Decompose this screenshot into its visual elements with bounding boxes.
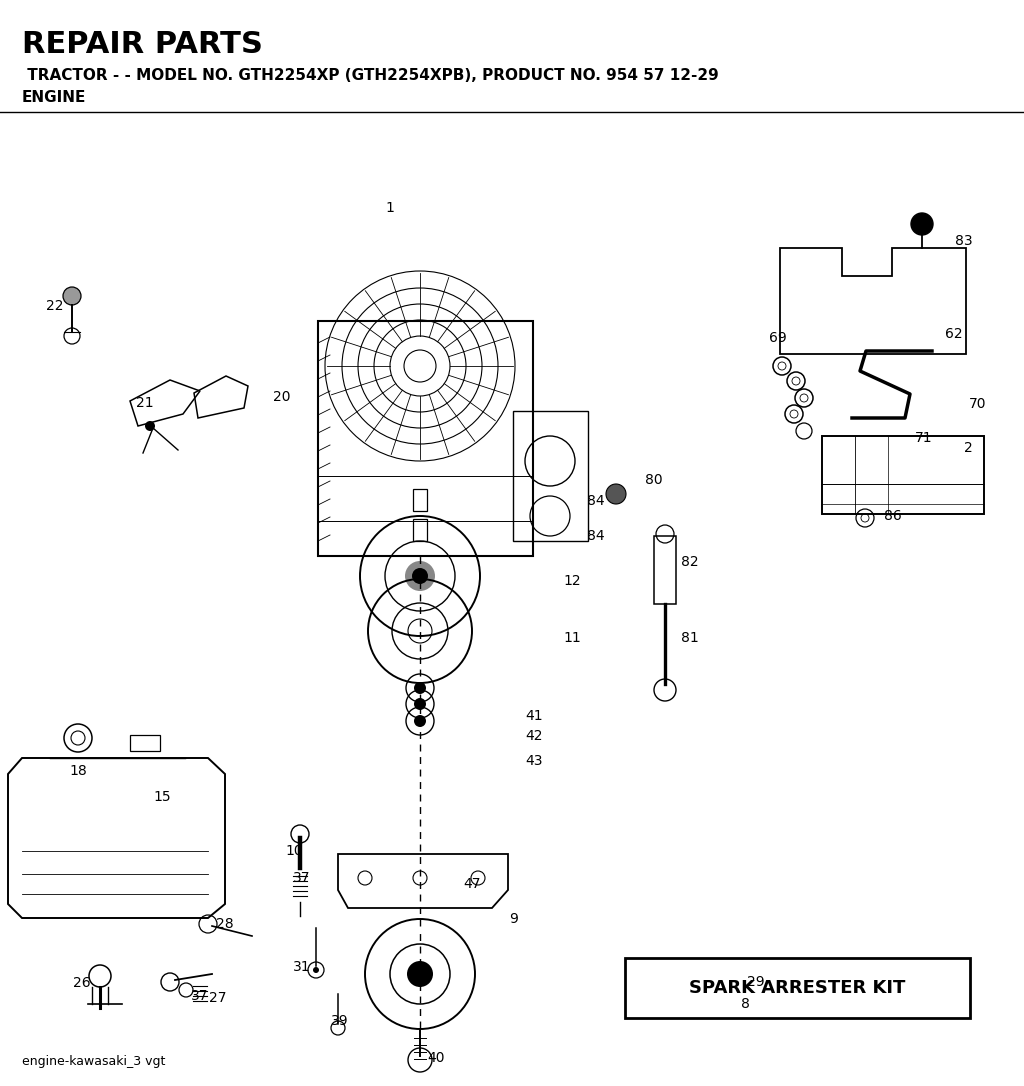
Bar — [654, 536, 676, 604]
Circle shape — [313, 967, 319, 973]
Text: 27: 27 — [209, 992, 226, 1005]
Bar — [130, 735, 160, 752]
Text: 26: 26 — [73, 976, 91, 990]
Text: 39: 39 — [331, 1014, 349, 1028]
Text: ENGINE: ENGINE — [22, 90, 86, 105]
Text: 43: 43 — [525, 754, 543, 768]
Text: 22: 22 — [46, 299, 63, 313]
Circle shape — [414, 698, 426, 710]
Bar — [413, 489, 427, 512]
Circle shape — [406, 561, 435, 591]
Text: 11: 11 — [563, 631, 581, 645]
Text: 40: 40 — [427, 1051, 444, 1065]
Text: 18: 18 — [70, 763, 87, 778]
Text: 80: 80 — [645, 473, 663, 487]
Circle shape — [145, 421, 155, 431]
Text: 86: 86 — [884, 509, 902, 523]
Text: 10: 10 — [286, 844, 303, 858]
Bar — [318, 321, 534, 556]
Text: TRACTOR - - MODEL NO. GTH2254XP (GTH2254XPB), PRODUCT NO. 954 57 12-29: TRACTOR - - MODEL NO. GTH2254XP (GTH2254… — [22, 68, 719, 83]
Text: 83: 83 — [955, 233, 973, 248]
Text: 8: 8 — [740, 997, 750, 1011]
Circle shape — [412, 568, 428, 584]
Bar — [625, 958, 970, 1018]
Text: 84: 84 — [587, 494, 605, 508]
Text: 12: 12 — [563, 574, 581, 588]
Text: 47: 47 — [463, 877, 480, 891]
Text: 41: 41 — [525, 709, 543, 723]
Text: 42: 42 — [525, 729, 543, 743]
Text: 29: 29 — [748, 975, 765, 989]
Bar — [822, 435, 984, 514]
Text: 69: 69 — [769, 331, 786, 345]
Text: 1: 1 — [386, 201, 394, 215]
Circle shape — [63, 287, 81, 305]
Text: 82: 82 — [681, 555, 698, 569]
Text: 15: 15 — [154, 790, 171, 804]
Text: 9: 9 — [510, 912, 518, 926]
Text: 81: 81 — [681, 631, 698, 645]
Text: 20: 20 — [273, 390, 291, 404]
Text: 2: 2 — [964, 441, 973, 455]
Text: SPARK ARRESTER KIT: SPARK ARRESTER KIT — [689, 978, 905, 997]
Text: 70: 70 — [970, 397, 987, 411]
Circle shape — [606, 484, 626, 504]
Text: 37: 37 — [191, 989, 209, 1003]
Text: 21: 21 — [136, 396, 154, 411]
Text: 31: 31 — [293, 960, 311, 974]
Text: 62: 62 — [945, 327, 963, 341]
Circle shape — [414, 682, 426, 694]
Circle shape — [911, 213, 933, 235]
Text: engine-kawasaki_3 vgt: engine-kawasaki_3 vgt — [22, 1055, 165, 1068]
Circle shape — [407, 961, 433, 987]
Text: 84: 84 — [587, 529, 605, 543]
Bar — [413, 519, 427, 541]
Text: REPAIR PARTS: REPAIR PARTS — [22, 30, 263, 59]
Text: 37: 37 — [293, 871, 310, 885]
Text: 71: 71 — [915, 431, 933, 445]
Circle shape — [414, 715, 426, 727]
Text: 28: 28 — [216, 917, 233, 931]
Bar — [513, 411, 588, 541]
